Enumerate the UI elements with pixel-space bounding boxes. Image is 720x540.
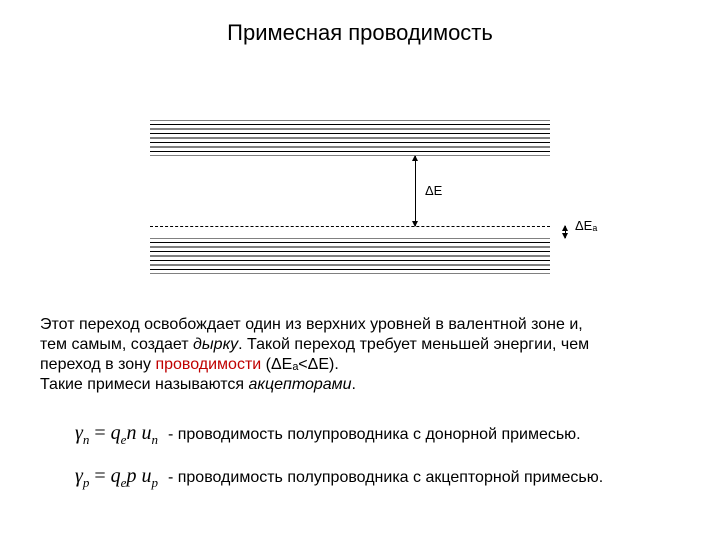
arrow-delta-ea [565, 226, 566, 238]
italic-word: акцепторами [249, 376, 352, 393]
text-line: Такие примеси называются [40, 376, 249, 393]
band-diagram: ΔE ΔEₐ [150, 120, 550, 290]
text-line: переход в зону [40, 356, 155, 373]
italic-word: дырку [193, 336, 238, 353]
formula-desc: - проводимость полупроводника с донорной… [168, 426, 581, 444]
conduction-band [150, 120, 550, 156]
label-delta-e: ΔE [425, 183, 442, 198]
formula-gamma-p: γp = qep up [75, 465, 158, 491]
accent-word: проводимости [155, 356, 261, 373]
formula-desc: - проводимость полупроводника с акцептор… [168, 469, 603, 487]
text-line: Этот переход освобождает один из верхних… [40, 316, 583, 333]
page-title: Примесная проводимость [0, 20, 720, 46]
text-line: . [352, 376, 356, 393]
acceptor-level [150, 226, 550, 227]
valence-band [150, 238, 550, 274]
text-line: . Такой переход требует меньшей энергии,… [238, 336, 589, 353]
arrow-delta-e [415, 156, 416, 226]
text-line: тем самым, создает [40, 336, 193, 353]
formula-gamma-n: γn = qen un [75, 422, 158, 448]
label-delta-ea: ΔEₐ [575, 218, 597, 233]
equation-row-donor: γn = qen un - проводимость полупроводник… [75, 422, 581, 448]
body-paragraph: Этот переход освобождает один из верхних… [40, 315, 680, 395]
equation-row-acceptor: γp = qep up - проводимость полупроводник… [75, 465, 603, 491]
text-line: (ΔEₐ<ΔE). [261, 356, 339, 373]
